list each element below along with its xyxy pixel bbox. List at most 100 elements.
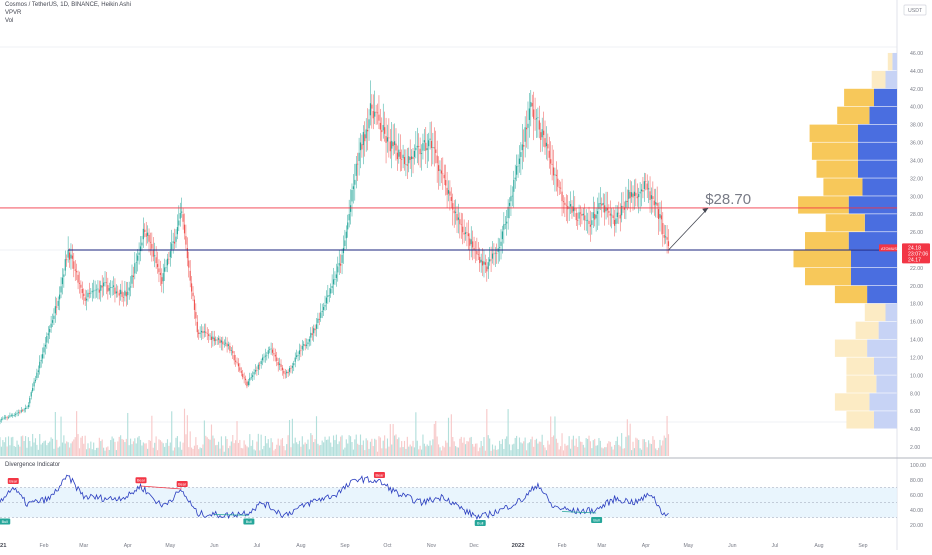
candle-body — [288, 368, 291, 372]
candle-body — [491, 253, 494, 259]
volume-bar — [225, 436, 227, 456]
candle-body — [185, 236, 187, 245]
candle-body — [260, 361, 262, 365]
volume-bar — [561, 433, 563, 456]
annotation[interactable]: $28.70 — [668, 191, 751, 251]
candle-body — [402, 154, 404, 159]
volume-bar — [47, 442, 49, 456]
volume-bar — [405, 448, 407, 456]
volume-bar — [601, 447, 603, 456]
oscillator-title[interactable]: Divergence Indicator — [5, 462, 61, 468]
volume-bar — [19, 446, 21, 456]
volume-bar — [558, 449, 560, 456]
candle-body — [128, 287, 130, 291]
candle-body — [408, 156, 410, 164]
vp-sell-bar — [878, 321, 897, 339]
volume-bar — [446, 442, 448, 456]
candle-body — [178, 220, 180, 226]
volume-bar — [293, 443, 295, 456]
volume-bar — [50, 437, 52, 456]
price-tick-label: 30.00 — [910, 194, 923, 200]
candle-body — [222, 341, 224, 345]
candle-body — [70, 254, 72, 259]
volume-bar — [541, 434, 543, 456]
volume-bar — [57, 447, 59, 456]
candle-body — [585, 220, 587, 221]
volume-bar — [5, 437, 7, 456]
candle-body — [623, 207, 626, 210]
volume-bar — [174, 447, 176, 456]
candle-body — [358, 152, 360, 162]
volume-bar — [264, 435, 266, 456]
volume-bar — [26, 447, 28, 456]
candle-body — [145, 233, 147, 237]
price-tick-label: 26.00 — [910, 230, 923, 236]
time-tick-label: Aug — [296, 543, 305, 549]
candle-body — [608, 210, 610, 213]
volume-bar — [53, 448, 55, 456]
candle-body — [193, 299, 196, 310]
volume-bar — [279, 445, 281, 456]
volume-bar — [646, 447, 648, 456]
volume-bar — [589, 441, 591, 456]
candle-body — [22, 410, 24, 411]
candle-body — [327, 295, 329, 298]
volume-bar — [450, 414, 452, 456]
candle-body — [68, 252, 71, 260]
candle-body — [148, 234, 150, 242]
indicator-vol-label[interactable]: Vol — [5, 18, 14, 24]
candle-body — [337, 266, 339, 273]
indicator-vpvr-label[interactable]: VPVR — [5, 10, 22, 16]
candle-body — [176, 227, 178, 235]
candle-body — [40, 359, 42, 362]
candle-body — [510, 196, 512, 202]
volume-bar — [623, 448, 626, 456]
volume-bar — [240, 447, 242, 456]
volume-bar — [186, 415, 188, 456]
volume-bar — [30, 446, 32, 456]
price-tick-label: 38.00 — [910, 123, 923, 129]
volume-bar — [44, 440, 46, 456]
volume-bar — [413, 447, 416, 456]
volume-bar — [584, 447, 586, 456]
candle-body — [212, 336, 214, 340]
bear-marker — [7, 478, 19, 484]
candle-body — [423, 140, 425, 143]
candle-body — [141, 242, 143, 246]
volume-bar — [91, 449, 93, 456]
horizontal-levels[interactable] — [0, 207, 897, 251]
vp-buy-bar — [834, 285, 868, 304]
volume-bar — [499, 440, 501, 456]
volume-bar — [585, 438, 587, 456]
candle-body — [395, 143, 397, 151]
volume-bar — [365, 438, 367, 456]
candle-body — [273, 353, 275, 355]
candle-body — [131, 275, 133, 284]
volume-bar — [662, 440, 664, 456]
candle-body — [520, 152, 522, 157]
vp-buy-bar — [855, 321, 879, 339]
volume-bar — [545, 450, 547, 456]
volume-bar — [61, 442, 64, 456]
candle-body — [462, 226, 464, 233]
volume-bar — [374, 438, 376, 456]
volume-bar — [34, 438, 37, 456]
candle-body — [604, 205, 606, 213]
candle-body — [98, 289, 100, 293]
volume-bar — [354, 439, 356, 456]
candle-body — [12, 415, 14, 416]
volume-bar — [73, 439, 75, 456]
volume-bar — [103, 447, 105, 456]
volume-bar — [430, 445, 433, 456]
candle-body — [413, 150, 416, 157]
volume-bar — [443, 447, 445, 456]
volume-bar — [267, 439, 269, 456]
oscillator-tick-label: 100.00 — [910, 463, 926, 469]
price-tick-label: 16.00 — [910, 320, 923, 326]
candle-body — [470, 239, 472, 245]
volume-bar — [178, 447, 180, 456]
volume-bar — [376, 451, 379, 456]
candle-body — [88, 293, 90, 294]
vp-sell-bar — [874, 88, 897, 107]
